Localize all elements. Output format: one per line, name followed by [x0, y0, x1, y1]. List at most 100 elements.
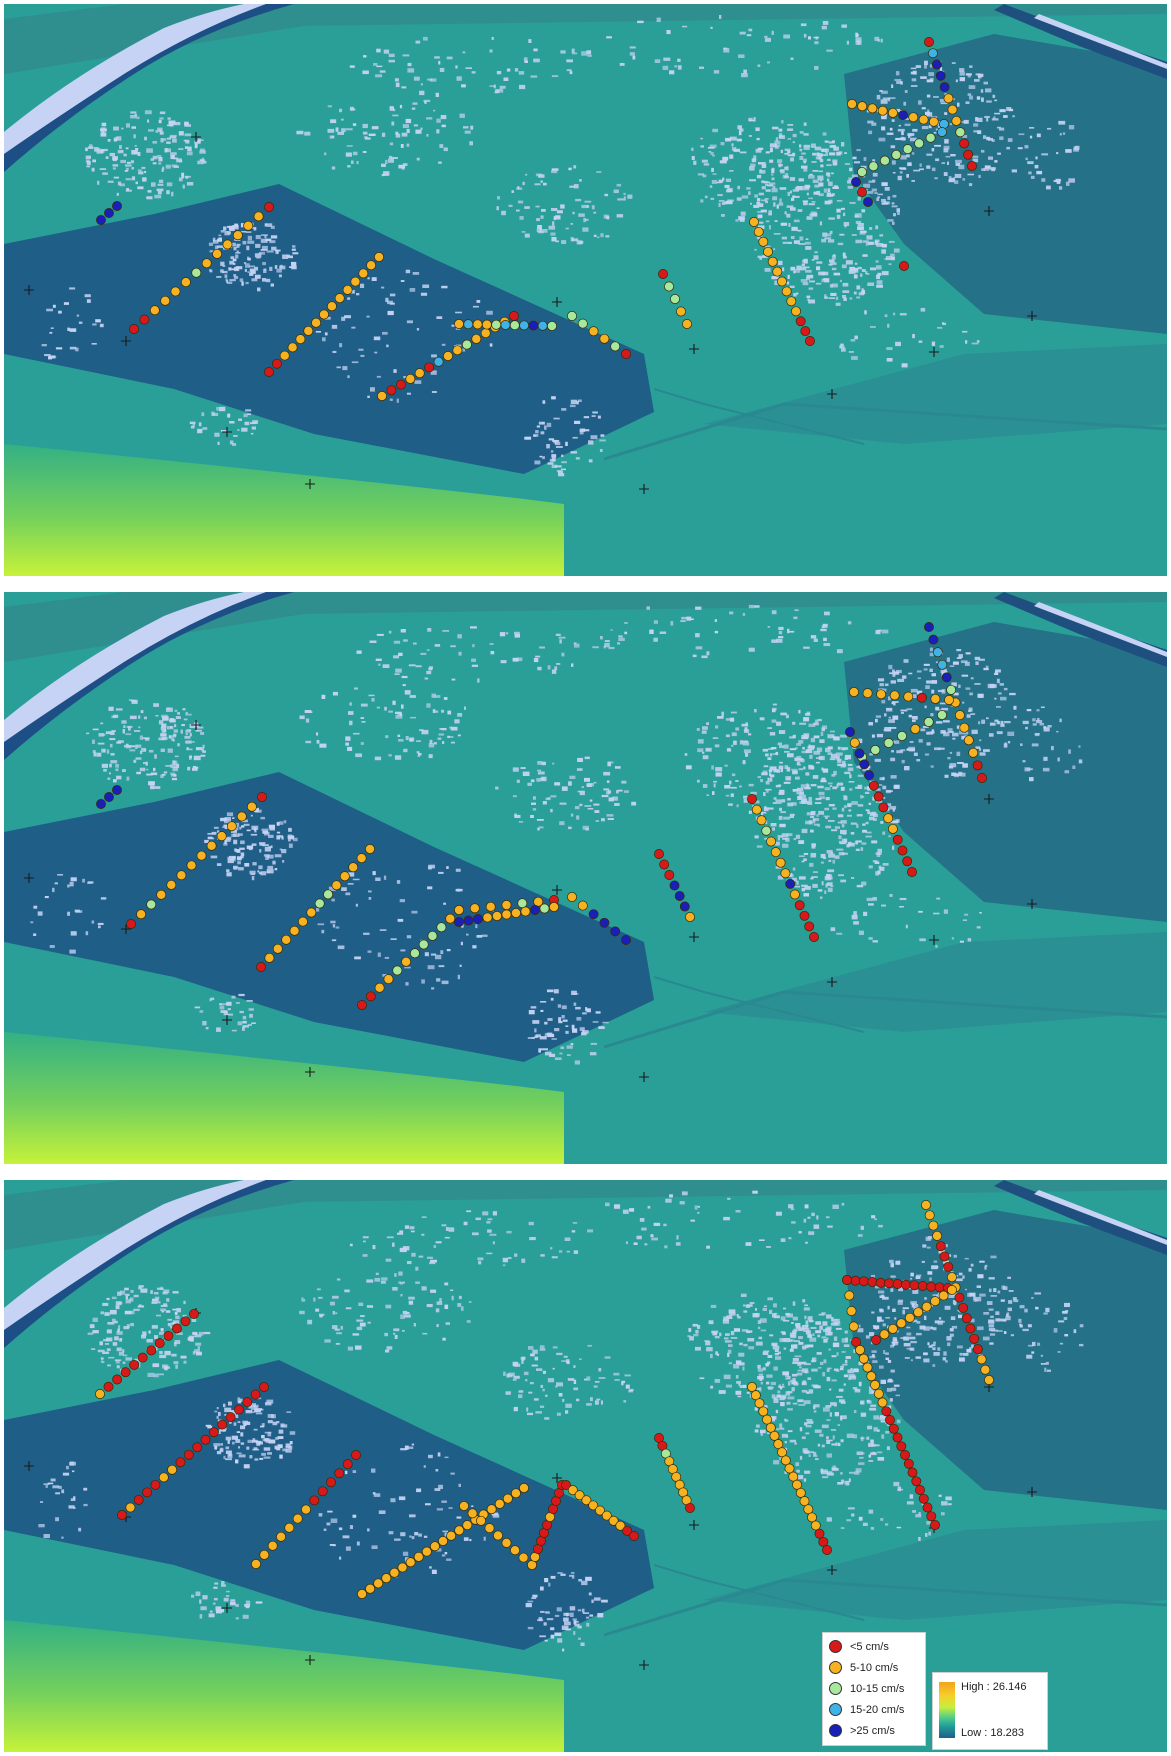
velocity-point [192, 1442, 203, 1453]
velocity-point [171, 1323, 182, 1334]
velocity-point [413, 1551, 424, 1562]
velocity-point [916, 692, 927, 703]
velocity-point [462, 1520, 473, 1531]
velocity-point [289, 925, 300, 936]
velocity-point [112, 785, 122, 795]
velocity-point [892, 834, 903, 845]
velocity-point [770, 847, 781, 858]
velocity-point [939, 82, 950, 93]
velocity-point [943, 93, 954, 104]
velocity-point [859, 759, 870, 770]
velocity-point [670, 294, 680, 304]
survey-marker-icon [929, 347, 939, 357]
velocity-point [356, 853, 367, 864]
velocity-point [276, 1531, 286, 1542]
velocity-point [142, 1487, 153, 1498]
velocity-point [129, 1359, 140, 1370]
map-panel-2 [4, 592, 1167, 1164]
velocity-point [133, 1494, 144, 1505]
velocity-point [350, 276, 361, 287]
velocity-point [800, 326, 811, 337]
velocity-point [125, 1502, 136, 1513]
velocity-point [918, 114, 929, 125]
velocity-point [186, 860, 197, 871]
velocity-point [326, 1477, 336, 1488]
velocity-point [216, 831, 227, 842]
survey-marker-icon [191, 132, 201, 142]
legend-item-gt25: >25 cm/s [829, 1721, 895, 1740]
survey-marker-icon [305, 1655, 315, 1665]
legend-item-5-10: 5-10 cm/s [829, 1658, 898, 1677]
velocity-point [473, 914, 483, 924]
velocity-point [446, 1530, 457, 1541]
velocity-point [160, 295, 171, 306]
swatch-lt5 [829, 1640, 842, 1653]
velocity-map [4, 4, 1167, 576]
velocity-point [139, 314, 150, 325]
velocity-point [621, 935, 631, 945]
velocity-point [469, 903, 480, 914]
velocity-point [781, 286, 792, 297]
velocity-point [887, 1323, 898, 1334]
velocity-point [493, 1530, 503, 1541]
velocity-point [517, 898, 528, 909]
velocity-point [972, 1344, 983, 1355]
velocity-point [472, 319, 483, 330]
velocity-point [200, 1434, 211, 1445]
survey-marker-icon [1027, 311, 1037, 321]
velocity-point [654, 849, 664, 859]
velocity-point [922, 1502, 933, 1513]
velocity-point [910, 724, 921, 734]
velocity-point [867, 103, 878, 114]
velocity-point [754, 1398, 765, 1409]
velocity-point [864, 770, 875, 781]
velocity-point [222, 239, 233, 250]
velocity-point [786, 296, 797, 307]
velocity-point [271, 358, 282, 369]
elevation-surface [4, 1180, 1167, 1752]
velocity-point [208, 1427, 219, 1438]
swatch-5-10 [829, 1661, 842, 1674]
velocity-point [842, 1275, 852, 1285]
velocity-point [899, 261, 909, 271]
velocity-point [850, 1275, 861, 1286]
velocity-point [454, 905, 464, 915]
velocity-point [769, 1430, 780, 1441]
survey-marker-icon [689, 932, 699, 942]
velocity-point [775, 857, 786, 868]
legend-item-lt5: <5 cm/s [829, 1637, 889, 1656]
velocity-point [923, 717, 934, 727]
legend-label: <5 cm/s [850, 1640, 889, 1653]
velocity-point [939, 1251, 950, 1262]
velocity-point [549, 902, 559, 912]
velocity-point [875, 1277, 886, 1288]
velocity-point [176, 870, 187, 881]
swatch-10-15 [829, 1682, 842, 1695]
velocity-point [921, 1301, 932, 1312]
velocity-point [366, 260, 377, 271]
velocity-point [858, 1353, 869, 1364]
survey-marker-icon [689, 344, 699, 354]
velocity-point [357, 1000, 367, 1010]
velocity-point [454, 319, 464, 329]
velocity-point [883, 738, 894, 748]
velocity-point [805, 336, 815, 346]
velocity-point [217, 1419, 228, 1430]
velocity-point [334, 1468, 345, 1479]
velocity-point [954, 710, 965, 721]
velocity-point [924, 622, 934, 632]
velocity-point [747, 1382, 757, 1392]
velocity-point [914, 138, 925, 149]
velocity-point [900, 1279, 911, 1290]
velocity-point [206, 840, 217, 851]
velocity-point [961, 1313, 972, 1324]
velocity-point [854, 748, 865, 759]
velocity-point [917, 1281, 928, 1291]
velocity-point [150, 1479, 161, 1490]
velocity-point [887, 823, 898, 834]
survey-marker-icon [305, 1067, 315, 1077]
velocity-point [762, 1414, 772, 1425]
velocity-point [902, 144, 913, 155]
velocity-point [537, 320, 548, 331]
velocity-point [885, 1415, 895, 1425]
